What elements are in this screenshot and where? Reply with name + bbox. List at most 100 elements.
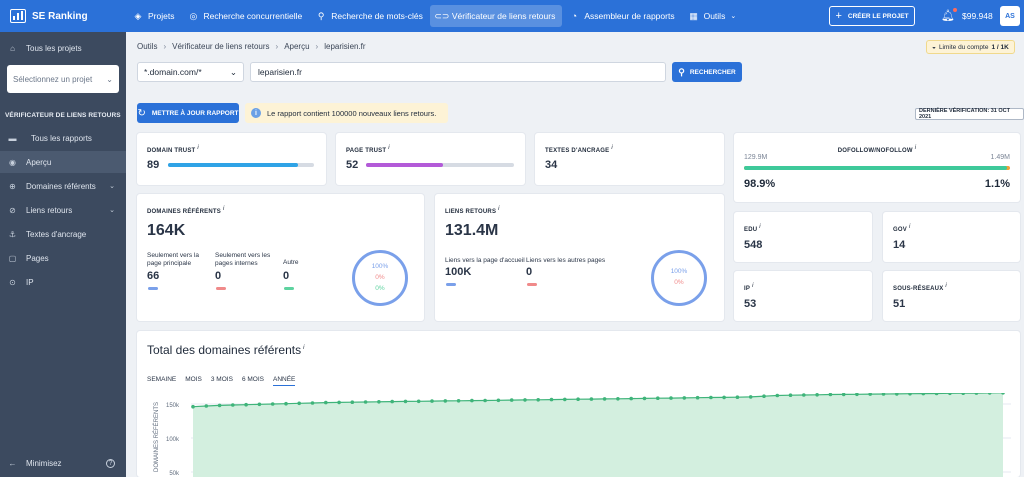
info-icon[interactable]: i [914, 145, 917, 151]
data-point[interactable] [589, 397, 594, 401]
data-point[interactable] [1001, 393, 1005, 395]
info-icon[interactable]: i [388, 145, 390, 151]
data-point[interactable] [297, 401, 301, 406]
data-point[interactable] [948, 393, 952, 396]
search-button[interactable]: ⚲ RECHERCHER [672, 62, 742, 82]
data-point[interactable] [602, 397, 607, 401]
data-point[interactable] [881, 393, 886, 396]
sidebar-item-overview[interactable]: ◉ Aperçu [0, 151, 126, 173]
data-point[interactable] [722, 395, 726, 400]
data-point[interactable] [350, 400, 355, 404]
data-point[interactable] [310, 401, 315, 405]
tab-3-months[interactable]: 3 MOIS [210, 376, 233, 383]
data-point[interactable] [908, 393, 912, 396]
data-point[interactable] [217, 403, 222, 408]
data-point[interactable] [324, 400, 328, 405]
data-point[interactable] [921, 393, 926, 396]
scope-select[interactable]: *.domain.com/* ⌄ [137, 62, 244, 82]
sidebar-minimize[interactable]: ← Minimisez? [0, 452, 126, 474]
data-point[interactable] [470, 398, 474, 403]
breadcrumb-item[interactable]: Aperçu [284, 42, 310, 51]
info-icon[interactable]: i [197, 145, 199, 151]
tab-year[interactable]: ANNÉE [272, 376, 296, 386]
data-point[interactable] [762, 394, 766, 398]
data-point[interactable] [523, 398, 527, 402]
data-point[interactable] [244, 402, 248, 407]
nav-tools[interactable]: ▦ Outils ⌄ [682, 5, 744, 27]
data-point[interactable] [496, 398, 501, 403]
info-icon[interactable]: i [752, 283, 754, 289]
breadcrumb-item[interactable]: Outils [137, 42, 158, 51]
tab-month[interactable]: MOIS [185, 376, 202, 383]
data-point[interactable] [642, 396, 647, 401]
data-point[interactable] [669, 396, 673, 400]
data-point[interactable] [231, 403, 235, 407]
sidebar-item-pages[interactable]: ▢ Pages [0, 247, 126, 269]
create-project-button[interactable]: + CRÉER LE PROJET [829, 6, 915, 26]
breadcrumb-item[interactable]: Vérificateur de liens retours [172, 42, 270, 51]
data-point[interactable] [416, 399, 421, 404]
data-point[interactable] [682, 396, 687, 400]
sidebar-item-all-projects[interactable]: ⌂ Tous les projets [0, 37, 126, 59]
data-point[interactable] [284, 401, 288, 406]
data-point[interactable] [549, 397, 554, 402]
data-point[interactable] [934, 393, 939, 396]
data-point[interactable] [815, 393, 819, 397]
data-point[interactable] [748, 395, 753, 399]
data-point[interactable] [576, 397, 580, 401]
data-point[interactable] [191, 404, 195, 409]
nav-backlink-checker[interactable]: ⊂⊃ Vérificateur de liens retours [429, 5, 563, 27]
data-point[interactable] [974, 393, 979, 395]
info-icon[interactable]: i [611, 145, 613, 151]
data-point[interactable] [868, 393, 872, 396]
account-limit-badge[interactable]: ◒ Limite du compte 1 / 1K [926, 40, 1015, 54]
tab-week[interactable]: SEMAINE [147, 376, 177, 383]
data-point[interactable] [855, 393, 859, 397]
nav-projects[interactable]: ◈ Projets [126, 5, 181, 27]
data-point[interactable] [483, 398, 487, 403]
data-point[interactable] [430, 399, 434, 403]
data-point[interactable] [709, 395, 713, 400]
data-point[interactable] [828, 393, 833, 397]
account-balance[interactable]: $99.948 [962, 11, 993, 21]
info-icon[interactable]: i [222, 206, 225, 212]
nav-competitive-research[interactable]: ◎ Recherche concurrentielle [181, 5, 309, 27]
sidebar-item-all-reports[interactable]: ▬ Tous les rapports [0, 127, 126, 149]
data-point[interactable] [377, 400, 381, 404]
project-select[interactable]: Sélectionnez un projet ⌄ [7, 65, 119, 93]
info-icon[interactable]: i [498, 206, 500, 212]
data-point[interactable] [895, 393, 899, 396]
data-point[interactable] [961, 393, 965, 395]
domain-search-input[interactable]: leparisien.fr [250, 62, 666, 82]
info-icon[interactable]: i [303, 345, 305, 351]
info-icon[interactable]: i [908, 224, 911, 230]
data-point[interactable] [616, 397, 620, 401]
data-point[interactable] [841, 393, 846, 397]
info-icon[interactable]: i [759, 224, 761, 230]
brand-logo[interactable]: SE Ranking [0, 9, 126, 23]
help-icon[interactable]: ? [106, 458, 115, 468]
nav-report-builder[interactable]: ◔ Assembleur de rapports [562, 5, 681, 27]
sidebar-item-referring-domains[interactable]: ⊕ Domaines référents ⌄ [0, 175, 126, 197]
data-point[interactable] [443, 399, 448, 403]
data-point[interactable] [788, 393, 793, 397]
nav-keyword-research[interactable]: ⚲ Recherche de mots-clés [309, 5, 430, 27]
data-point[interactable] [270, 402, 275, 406]
data-point[interactable] [390, 399, 394, 404]
update-report-button[interactable]: ↻ METTRE À JOUR RAPPORT [137, 103, 239, 123]
data-point[interactable] [695, 395, 700, 400]
info-icon[interactable]: i [945, 283, 947, 289]
notifications-bell-icon[interactable]: 🔔︎ [941, 8, 957, 22]
tab-6-months[interactable]: 6 MOIS [241, 376, 264, 383]
data-point[interactable] [735, 395, 740, 399]
data-point[interactable] [802, 393, 806, 397]
sidebar-item-anchor-texts[interactable]: ⚓︎ Textes d'ancrage [0, 223, 126, 245]
data-point[interactable] [656, 396, 660, 400]
data-point[interactable] [509, 398, 514, 402]
data-point[interactable] [257, 402, 262, 407]
data-point[interactable] [363, 400, 368, 404]
data-point[interactable] [536, 398, 540, 402]
sidebar-item-ip[interactable]: ⊙ IP [0, 271, 126, 293]
avatar[interactable]: AS [1000, 6, 1020, 26]
data-point[interactable] [563, 397, 567, 402]
